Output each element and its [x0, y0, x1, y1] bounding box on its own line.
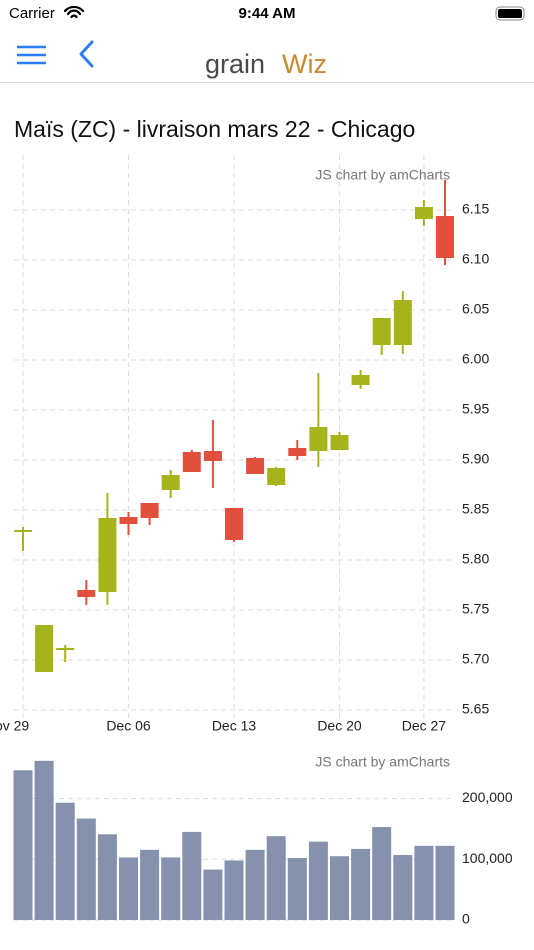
candle-body [98, 518, 117, 592]
y-tick-label: 5.65 [462, 701, 489, 717]
y-tick-label: 5.95 [462, 401, 489, 417]
candle-body [119, 517, 138, 524]
y-tick-label: 6.15 [462, 201, 489, 217]
volume-bar [351, 848, 371, 920]
carrier: Carrier [9, 5, 55, 22]
volume-bar [245, 849, 265, 920]
y-tick-label: 6.05 [462, 301, 489, 317]
y-tick-label: 200,000 [462, 789, 513, 805]
candle-body [77, 590, 96, 597]
candle-body [161, 475, 180, 490]
back-button[interactable] [79, 40, 94, 68]
x-tick-label: Dec 06 [106, 718, 151, 734]
chart-credit: JS chart by amCharts [315, 167, 450, 183]
candle-body [14, 530, 32, 532]
volume-bar [308, 841, 328, 920]
logo-wiz: Wiz [282, 49, 327, 79]
candle-body [140, 503, 159, 518]
y-tick-label: 6.10 [462, 251, 489, 267]
candle-body [246, 458, 265, 474]
y-tick-label: 5.75 [462, 601, 489, 617]
battery-level [498, 9, 522, 18]
candle-body [351, 375, 370, 385]
candle-body [56, 648, 75, 650]
battery-icon [495, 6, 525, 21]
candle-body [225, 508, 243, 540]
x-tick-label: Nov 29 [0, 718, 29, 734]
y-tick-label: 0 [462, 911, 470, 927]
page-title: Maïs (ZC) - livraison mars 22 - Chicago [14, 116, 415, 142]
y-tick-label: 5.90 [462, 451, 489, 467]
volume-bar [414, 845, 434, 920]
wifi-icon [63, 5, 85, 19]
y-tick-label: 5.70 [462, 651, 489, 667]
volume-bar [372, 827, 392, 920]
y-tick-label: 5.85 [462, 501, 489, 517]
candle-body [330, 435, 349, 450]
y-tick-label: 5.80 [462, 551, 489, 567]
candle-body [182, 452, 201, 472]
volume-bar [55, 802, 75, 920]
volume-bar [393, 854, 413, 920]
menu-button[interactable] [17, 45, 46, 65]
volume-bar [76, 818, 96, 920]
volume-bar [435, 845, 455, 920]
candle-body [267, 468, 286, 485]
candle-body [414, 207, 433, 219]
volume-bar [97, 834, 117, 920]
candle-body [203, 451, 222, 461]
logo-grain: grain [205, 49, 265, 79]
volume-bar [203, 869, 223, 920]
volume-bar [182, 831, 202, 920]
y-tick-label: 6.00 [462, 351, 489, 367]
x-tick-label: Dec 20 [317, 718, 362, 734]
candle-body [35, 625, 54, 672]
volume-bar [266, 836, 286, 920]
volume-bar [224, 860, 244, 920]
candle-body [393, 300, 412, 345]
candle-body [372, 318, 391, 345]
candle-body [288, 448, 307, 456]
volume-bar [119, 857, 138, 920]
volume-bar [161, 857, 181, 920]
chart-credit: JS chart by amCharts [315, 754, 450, 770]
x-tick-label: Dec 13 [212, 718, 257, 734]
volume-bar [140, 849, 160, 920]
candle-body [436, 216, 454, 258]
y-tick-label: 100,000 [462, 850, 513, 866]
volume-bar [34, 760, 54, 920]
volume-bar [330, 856, 349, 920]
clock: 9:44 AM [239, 5, 296, 22]
candle-body [309, 427, 328, 451]
x-tick-label: Dec 27 [402, 718, 447, 734]
volume-bar [13, 770, 33, 920]
volume-bar [287, 858, 307, 920]
